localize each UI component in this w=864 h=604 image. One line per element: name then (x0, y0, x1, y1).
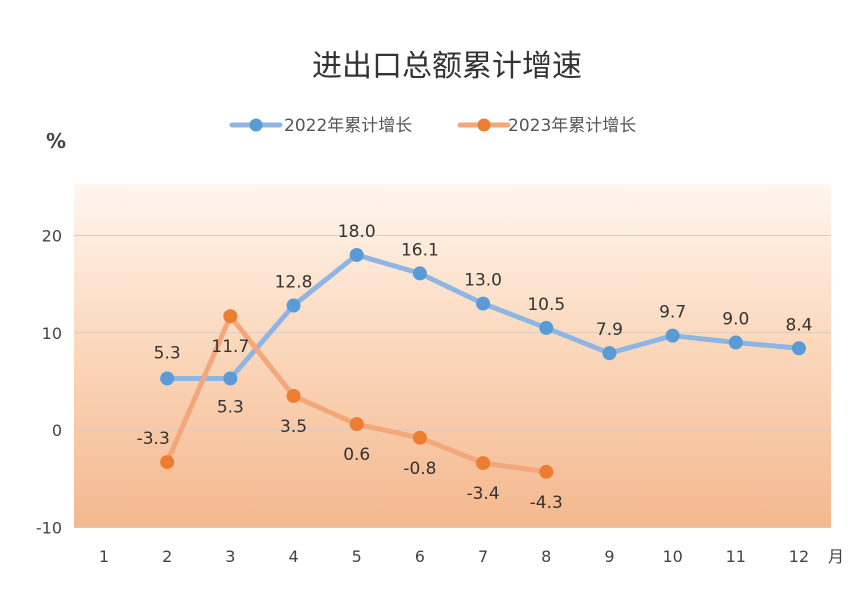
x-tick-label: 2 (162, 547, 172, 566)
y-tick-label: -10 (36, 518, 62, 537)
legend-marker-2 (477, 118, 491, 132)
data-label: 7.9 (596, 320, 623, 340)
plot-area (74, 184, 831, 528)
data-point (476, 456, 491, 471)
x-tick-label: 12 (789, 547, 809, 566)
data-label: 12.8 (275, 273, 313, 293)
data-label: 9.7 (659, 303, 686, 323)
x-axis-unit-label: 月 (828, 547, 844, 566)
data-label: 10.5 (527, 295, 565, 315)
x-tick-label: 9 (604, 547, 614, 566)
data-label-layer: 5.3 5.3 12.8 18.0 16.1 13.0 10.5 7.9 9.7 9.0 8.4 -3… (137, 222, 813, 513)
data-point (728, 335, 743, 350)
data-point (476, 296, 491, 311)
grid-layer (74, 235, 831, 528)
data-point (286, 298, 301, 313)
legend: 2022年累计增长 2023年累计增长 (229, 116, 636, 136)
data-point (160, 455, 175, 470)
data-label: 13.0 (464, 271, 502, 291)
x-tick-label: 1 (99, 547, 109, 566)
x-axis: 1 2 3 4 5 6 7 8 9 10 11 12 (99, 547, 809, 566)
data-point (349, 417, 364, 432)
data-point (602, 346, 617, 361)
data-label: 3.5 (280, 417, 307, 437)
data-point (539, 320, 554, 335)
data-label: 9.0 (722, 309, 749, 329)
x-tick-label: 8 (541, 547, 551, 566)
data-label: -0.8 (403, 459, 436, 479)
legend-label-2: 2023年累计增长 (508, 116, 636, 136)
data-point (160, 371, 175, 386)
legend-label-1: 2022年累计增长 (284, 116, 412, 136)
x-tick-label: 6 (415, 547, 425, 566)
y-axis: -10 0 10 20 (36, 227, 62, 538)
data-point (223, 371, 238, 386)
y-tick-label: 10 (42, 324, 62, 343)
data-point (223, 309, 238, 324)
chart-title: 进出口总额累计增速 (312, 49, 582, 84)
data-point (286, 388, 301, 403)
data-point (791, 341, 806, 356)
data-label: 5.3 (154, 343, 181, 363)
data-label: 5.3 (217, 397, 244, 417)
data-point (539, 464, 554, 479)
x-tick-label: 7 (478, 547, 488, 566)
data-label: 0.6 (343, 445, 370, 465)
x-tick-label: 11 (726, 547, 746, 566)
data-point (349, 247, 364, 262)
x-tick-label: 5 (352, 547, 362, 566)
data-point (412, 430, 427, 445)
x-tick-label: 3 (225, 547, 235, 566)
x-tick-label: 4 (288, 547, 298, 566)
data-label: -3.4 (466, 484, 499, 504)
legend-marker-1 (249, 118, 263, 132)
data-label: -4.3 (530, 493, 563, 513)
data-label: 8.4 (785, 315, 812, 335)
y-tick-label: 0 (52, 421, 62, 440)
x-tick-label: 10 (662, 547, 682, 566)
data-point (412, 266, 427, 281)
data-label: 11.7 (211, 337, 249, 357)
data-label: 16.1 (401, 240, 439, 260)
data-point (665, 328, 680, 343)
y-tick-label: 20 (42, 227, 62, 246)
data-label: -3.3 (137, 429, 170, 449)
series-layer (160, 247, 806, 479)
data-label: 18.0 (338, 222, 376, 242)
y-axis-unit-label: % (46, 129, 66, 153)
